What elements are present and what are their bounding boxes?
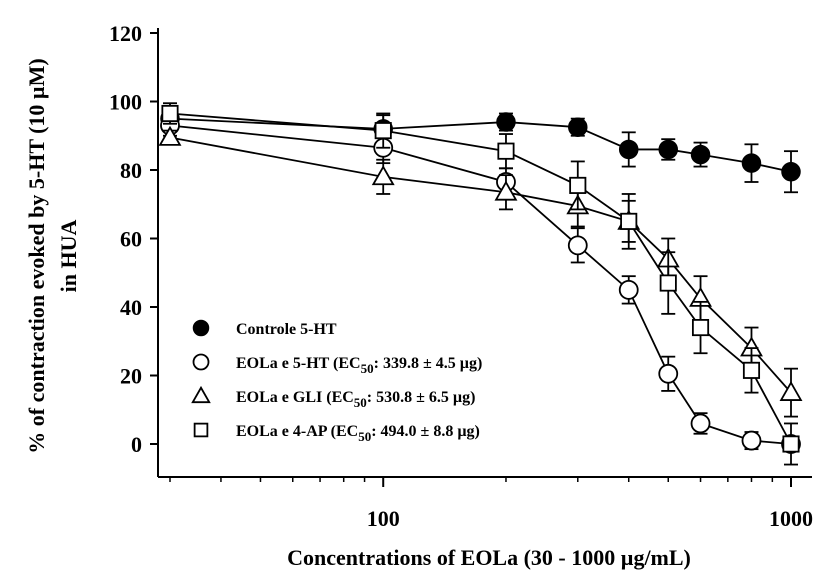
chart-legend: Controle 5-HT EOLa e 5-HT (EC50: 339.8 ± …	[191, 319, 482, 444]
y-tick-label: 100	[109, 90, 142, 115]
open-triangle-marker	[494, 180, 518, 201]
y-tick-label: 0	[131, 432, 142, 457]
legend-label: Controle 5-HT	[236, 321, 337, 338]
y-tick-label: 20	[120, 364, 142, 389]
filled-circle-marker	[658, 139, 678, 160]
legend-label: EOLa e GLI (EC50: 530.8 ± 6.5 µg)	[236, 389, 475, 410]
open-square-marker	[374, 122, 392, 140]
y-axis-label-line2: in HUA	[56, 220, 81, 293]
filled-circle-marker	[618, 139, 639, 160]
open-square-marker	[497, 142, 515, 160]
open-square-marker	[691, 318, 710, 337]
chart-series	[158, 102, 803, 466]
y-tick-label: 120	[109, 21, 142, 46]
open-triangle-marker	[191, 385, 211, 404]
filled-circle-marker	[496, 112, 516, 132]
open-circle-marker	[618, 279, 639, 300]
open-circle-marker	[741, 430, 762, 451]
x-tick-label: 100	[367, 506, 400, 531]
y-tick-label: 40	[120, 295, 142, 320]
x-axis-ticks: 100 1000	[169, 477, 813, 531]
filled-circle-marker	[568, 117, 588, 137]
y-axis-label: % of contraction evoked by 5-HT (10 µM)	[24, 58, 49, 453]
open-square-marker	[193, 422, 209, 438]
open-square-marker	[782, 435, 800, 453]
open-circle-marker	[567, 235, 588, 256]
open-square-marker	[569, 176, 587, 194]
x-tick-label: 1000	[769, 506, 813, 531]
series-open-square	[161, 102, 800, 466]
open-circle-marker	[192, 353, 210, 371]
filled-circle-marker	[781, 161, 801, 182]
open-square-marker	[161, 104, 179, 123]
open-circle-marker	[658, 363, 679, 384]
y-axis-ticks: 0 20 40 60 80 100 120	[109, 21, 158, 457]
series-open-triangle	[158, 125, 803, 418]
open-triangle-marker	[371, 165, 395, 186]
x-axis-label: Concentrations of EOLa (30 - 1000 µg/mL)	[287, 545, 691, 570]
filled-circle-marker	[690, 144, 711, 165]
y-tick-label: 80	[120, 158, 142, 183]
legend-label: EOLa e 4-AP (EC50: 494.0 ± 8.8 µg)	[236, 423, 480, 444]
filled-circle-marker	[741, 153, 762, 173]
chart-axes	[157, 28, 812, 478]
open-triangle-marker	[158, 125, 182, 146]
series-filled-circle	[160, 107, 801, 194]
filled-circle-marker	[192, 319, 210, 337]
y-tick-label: 60	[120, 227, 142, 252]
open-square-marker	[620, 212, 638, 230]
legend-label: EOLa e 5-HT (EC50: 339.8 ± 4.5 µg)	[236, 355, 482, 376]
open-square-marker	[659, 274, 677, 292]
open-square-marker	[742, 361, 761, 379]
open-triangle-marker	[779, 380, 803, 401]
open-circle-marker	[690, 413, 711, 434]
